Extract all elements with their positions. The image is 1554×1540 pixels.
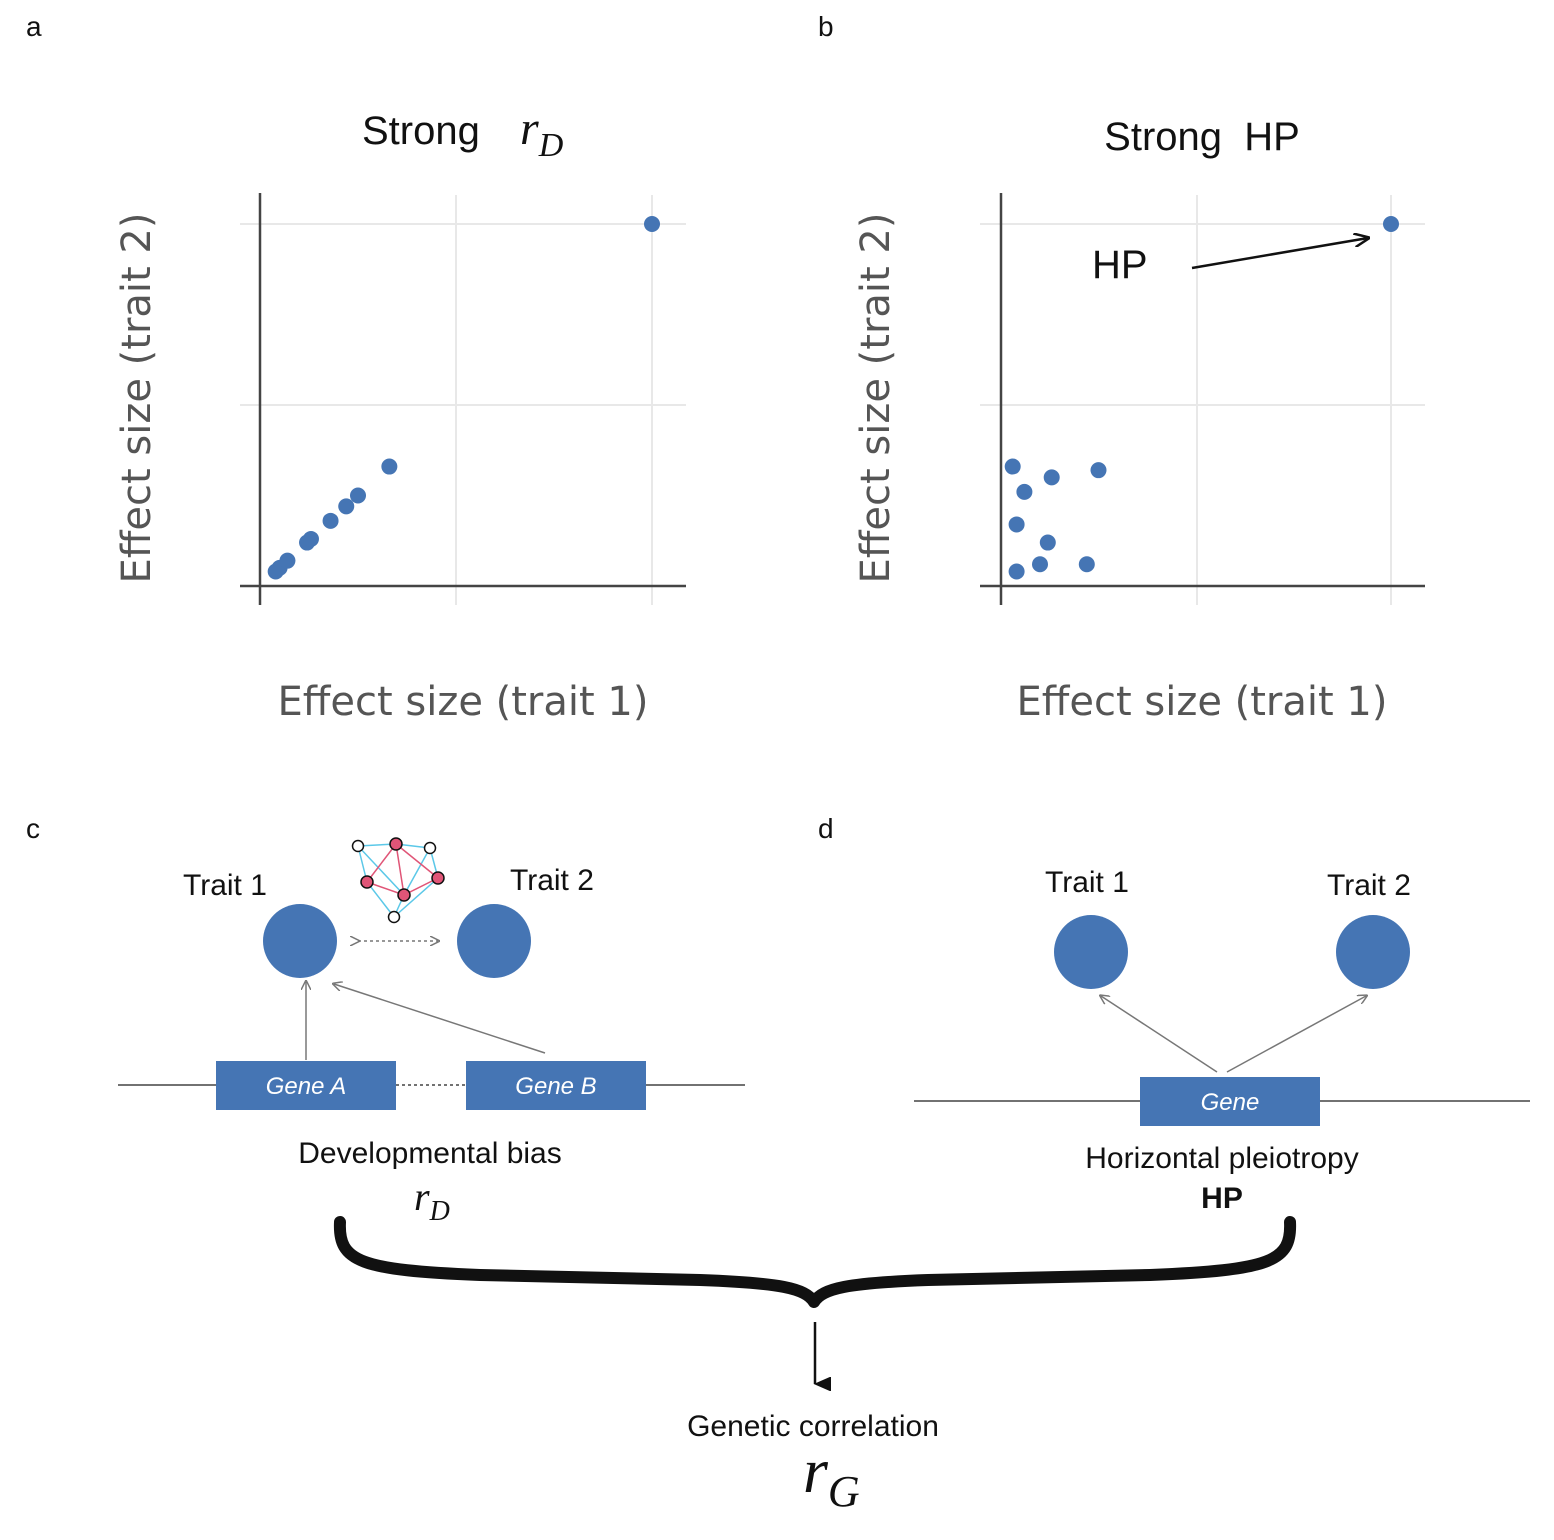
panel-label-d: d bbox=[818, 813, 834, 844]
chart-b-x-axis-label: Effect size (trait 1) bbox=[1017, 679, 1388, 725]
chart-b-point-9 bbox=[1078, 556, 1095, 573]
chart-b: HP bbox=[980, 193, 1425, 605]
chart-b-point-10 bbox=[1383, 216, 1399, 232]
panel-d-arrow-trait2 bbox=[1226, 996, 1366, 1073]
panel-d-trait1-node bbox=[1054, 915, 1128, 989]
chart-a-point-7 bbox=[338, 498, 355, 515]
panel-d-trait1-label: Trait 1 bbox=[1045, 866, 1129, 899]
bottom-caption: Genetic correlation bbox=[687, 1410, 939, 1443]
panel-c-geneB-label: Gene B bbox=[515, 1073, 596, 1100]
chart-a-point-6 bbox=[322, 512, 339, 529]
chart-a-point-9 bbox=[381, 458, 398, 475]
chart-a-point-3 bbox=[279, 552, 296, 569]
panel-c-trait2-label: Trait 2 bbox=[510, 864, 594, 897]
panel-c-geneA-box bbox=[216, 1061, 396, 1110]
panel-d-gene-box bbox=[1140, 1077, 1320, 1126]
panel-d-trait2-label: Trait 2 bbox=[1327, 869, 1411, 902]
panel-c-geneB-box bbox=[466, 1061, 646, 1110]
chart-b-point-2 bbox=[1016, 483, 1033, 500]
panel-d-caption: Horizontal pleiotropy bbox=[1085, 1142, 1358, 1175]
panel-c-geneB-arrow bbox=[334, 984, 546, 1054]
panel-c-trait1-label: Trait 1 bbox=[183, 869, 267, 902]
panel-c-trait1-node bbox=[263, 904, 337, 978]
chart-a-y-axis-label: Effect size (trait 2) bbox=[114, 213, 160, 584]
panel-c-trait2-node bbox=[457, 904, 531, 978]
chart-a-point-8 bbox=[350, 487, 366, 504]
panel-c-caption: Developmental bias bbox=[298, 1137, 561, 1170]
chart-a-point-5 bbox=[302, 530, 319, 547]
chart-b-hp-arrow bbox=[1191, 238, 1368, 270]
chart-a-x-axis-label: Effect size (trait 1) bbox=[278, 679, 649, 725]
panel-label-c: c bbox=[26, 813, 40, 844]
chart-b-hp-annotation: HP bbox=[1092, 243, 1148, 287]
chart-a-point-10 bbox=[644, 216, 660, 232]
bottom-symbol: rG bbox=[803, 1435, 860, 1516]
panel-label-a: a bbox=[26, 11, 42, 42]
chart-a bbox=[240, 193, 686, 605]
chart-b-point-3 bbox=[1043, 469, 1060, 486]
chart-b-title: Strong HP bbox=[1104, 115, 1300, 159]
panel-label-b: b bbox=[818, 11, 834, 42]
panel-d-arrow-trait1 bbox=[1101, 996, 1218, 1073]
network-icon bbox=[351, 837, 445, 924]
panel-c-symbol: rD bbox=[414, 1174, 450, 1227]
chart-b-point-1 bbox=[1004, 458, 1021, 475]
panel-d-symbol: HP bbox=[1201, 1182, 1243, 1215]
combining-brace bbox=[333, 1216, 1297, 1308]
chart-b-point-4 bbox=[1090, 462, 1107, 479]
chart-b-point-8 bbox=[1032, 556, 1048, 573]
chart-a-title-math: rD bbox=[520, 102, 564, 164]
panel-d-gene-label: Gene bbox=[1201, 1089, 1260, 1116]
chart-a-title-prefix: Strong bbox=[362, 109, 480, 153]
panel-d-trait2-node bbox=[1336, 915, 1410, 989]
chart-b-point-5 bbox=[1008, 516, 1025, 533]
panel-c-geneA-label: Gene A bbox=[266, 1073, 347, 1100]
chart-b-point-7 bbox=[1008, 563, 1025, 580]
chart-b-point-6 bbox=[1039, 534, 1056, 551]
chart-b-y-axis-label: Effect size (trait 2) bbox=[853, 213, 899, 584]
